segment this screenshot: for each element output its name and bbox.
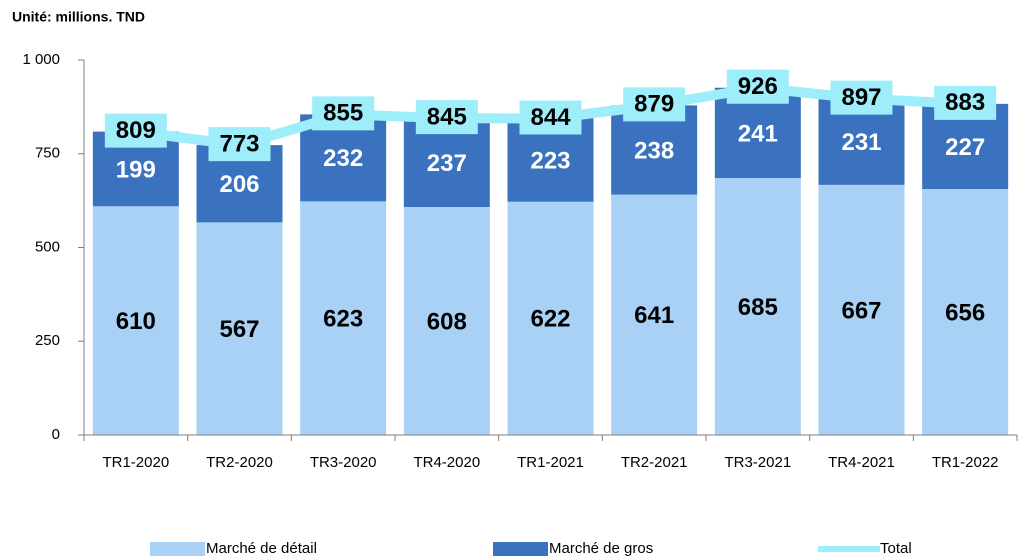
- x-tick-label: TR2-2020: [206, 454, 273, 471]
- x-tick-label: TR1-2022: [932, 454, 999, 471]
- total-label-box: [934, 85, 997, 120]
- bar-segment: [92, 206, 179, 435]
- total-label: 773: [219, 130, 259, 157]
- x-tick-label: TR2-2021: [621, 454, 688, 471]
- data-label: 567: [219, 316, 259, 343]
- data-label: 656: [945, 299, 985, 326]
- data-label: 231: [841, 129, 881, 156]
- chart-subtitle: Unité: millions. TND: [12, 9, 145, 25]
- data-label: 622: [530, 306, 570, 333]
- y-tick-label: 500: [35, 238, 60, 255]
- data-label: 206: [219, 171, 259, 198]
- data-label: 610: [116, 308, 156, 335]
- data-label: 237: [427, 150, 467, 177]
- y-tick-label: 250: [35, 332, 60, 349]
- data-label: 608: [427, 308, 467, 335]
- total-label: 844: [530, 104, 571, 131]
- bar-segment: [611, 194, 698, 435]
- data-label: 238: [634, 137, 674, 164]
- data-label: 241: [738, 120, 778, 147]
- data-label: 223: [530, 147, 570, 174]
- bar-segment: [403, 207, 490, 435]
- x-tick-label: TR4-2021: [828, 454, 895, 471]
- total-label-box: [312, 96, 375, 131]
- bar-segment: [714, 178, 801, 435]
- legend-label: Total: [880, 540, 912, 557]
- legend-swatch: [150, 542, 205, 556]
- total-label: 809: [116, 117, 156, 144]
- total-label: 926: [738, 73, 778, 100]
- total-label-box: [726, 69, 789, 104]
- data-label: 199: [116, 156, 156, 183]
- total-label: 855: [323, 100, 363, 127]
- total-label: 879: [634, 91, 674, 118]
- total-label: 845: [427, 103, 467, 130]
- bar-segment: [818, 184, 905, 435]
- total-label-box: [208, 127, 271, 162]
- y-tick-label: 1 000: [22, 51, 60, 68]
- bar-segment: [507, 201, 594, 435]
- data-label: 623: [323, 306, 363, 333]
- x-tick-label: TR1-2021: [517, 454, 584, 471]
- total-label: 883: [945, 89, 985, 116]
- total-label: 897: [841, 84, 881, 111]
- x-tick-label: TR4-2020: [413, 454, 480, 471]
- bar-segment: [922, 189, 1009, 435]
- total-label-box: [830, 80, 893, 115]
- bar-segment: [196, 222, 283, 435]
- data-label: 641: [634, 302, 674, 329]
- legend-label: Marché de gros: [549, 540, 653, 557]
- bar-segment: [300, 201, 387, 435]
- total-label-box: [519, 100, 582, 135]
- x-tick-label: TR3-2021: [724, 454, 791, 471]
- data-label: 667: [841, 297, 881, 324]
- legend-label: Marché de détail: [206, 540, 317, 557]
- total-label-box: [104, 113, 167, 148]
- y-tick-label: 0: [52, 426, 60, 443]
- legend-swatch: [493, 542, 548, 556]
- x-tick-label: TR1-2020: [102, 454, 169, 471]
- total-label-box: [415, 100, 478, 135]
- data-label: 685: [738, 294, 778, 321]
- x-tick-label: TR3-2020: [310, 454, 377, 471]
- y-tick-label: 750: [35, 145, 60, 162]
- total-label-box: [623, 87, 686, 122]
- data-label: 227: [945, 134, 985, 161]
- data-label: 232: [323, 145, 363, 172]
